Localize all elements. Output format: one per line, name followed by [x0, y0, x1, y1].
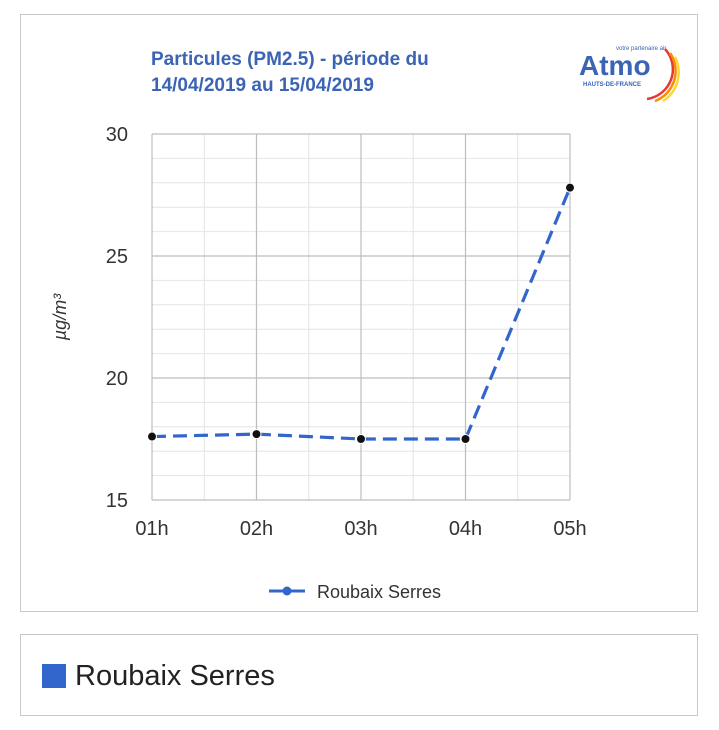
data-point — [356, 434, 366, 444]
line-chart: 15 20 25 30 01h 02h 03h 04h 05h µg/m³ Roubaix Serr… — [50, 124, 587, 602]
y-tick-label: 20 — [106, 368, 128, 390]
x-tick-label: 01h — [135, 518, 168, 540]
legend-swatch — [42, 664, 66, 688]
data-point — [565, 182, 575, 193]
x-tick-label: 05h — [553, 518, 586, 540]
atmo-logo: votre partenaire air Atmo HAUTS-DE-FRANC… — [577, 37, 687, 107]
logo-arcs-icon — [646, 48, 680, 103]
logo-name: Atmo — [579, 50, 651, 81]
x-tick-label: 04h — [449, 518, 482, 540]
external-legend: Roubaix Serres — [20, 634, 698, 716]
data-point — [460, 434, 471, 444]
series-line — [151, 187, 572, 441]
legend-marker — [282, 586, 292, 596]
logo-tagline: votre partenaire air — [616, 46, 667, 52]
y-axis-label: µg/m³ — [50, 293, 70, 341]
logo-region: HAUTS-DE-FRANCE — [583, 82, 641, 88]
chart-title-line-1: Particules (PM2.5) - période du — [151, 49, 429, 70]
y-tick-label: 30 — [106, 124, 128, 146]
x-tick-label: 02h — [240, 518, 273, 540]
data-point — [251, 429, 262, 440]
chart-title: Particules (PM2.5) - période du 14/04/20… — [151, 47, 491, 99]
data-point — [147, 431, 157, 442]
legend-series-label: Roubaix Serres — [317, 582, 441, 602]
y-tick-label: 25 — [106, 246, 128, 268]
chart-card: Particules (PM2.5) - période du 14/04/20… — [20, 14, 698, 612]
legend-label: Roubaix Serres — [75, 660, 275, 692]
x-tick-label: 03h — [344, 518, 377, 540]
chart-title-line-2: 14/04/2019 au 15/04/2019 — [151, 75, 374, 96]
y-tick-label: 15 — [106, 490, 128, 512]
